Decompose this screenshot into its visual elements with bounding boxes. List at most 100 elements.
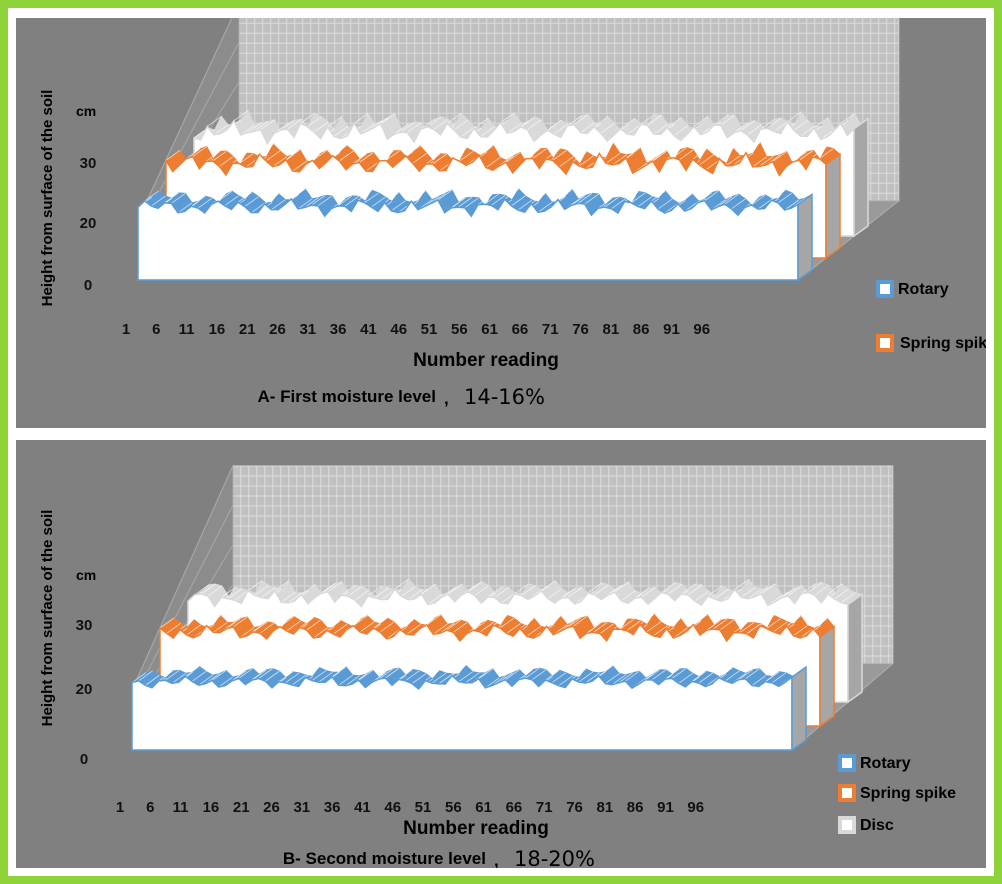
side-grid-line: [137, 18, 233, 221]
ribbon-hatch: [251, 669, 267, 681]
caption-text: A- First moisture level: [257, 387, 436, 406]
ribbon-hatch: [353, 615, 368, 627]
ribbon-hatch: [619, 618, 635, 630]
ribbon-hatch: [526, 625, 541, 637]
ribbon-hatch: [206, 615, 221, 626]
ribbon-hatch: [301, 584, 316, 595]
ribbon-hatch: [812, 146, 827, 158]
ribbon-hatch: [612, 154, 627, 166]
ribbon-hatch: [233, 616, 248, 628]
ribbon-hatch: [384, 192, 399, 203]
ribbon-hatch: [571, 668, 587, 680]
ribbon-hatch: [834, 588, 849, 600]
ribbon-hatch: [197, 197, 213, 209]
ribbon-hatch: [731, 198, 746, 210]
ribbon-hatch: [373, 617, 388, 629]
legend-item: Rotary: [876, 280, 949, 298]
unit-label: cm: [76, 103, 96, 119]
ribbon-hatch: [765, 671, 780, 683]
ribbon-hatch: [407, 122, 422, 133]
ribbon-hatch: [144, 190, 159, 202]
ribbon-hatch: [251, 202, 266, 213]
ribbon-hatch: [741, 586, 756, 598]
ribbon-hatch: [224, 195, 239, 206]
ribbon-hatch: [452, 147, 467, 159]
ribbon-hatch: [747, 588, 763, 600]
legend-swatch: [838, 784, 856, 802]
x-tick-label: 71: [542, 321, 559, 338]
ribbon-hatch: [405, 670, 420, 682]
ribbon-hatch: [291, 674, 307, 686]
ribbon-hatch: [478, 668, 493, 680]
ribbon-hatch: [618, 672, 633, 684]
legend-label: Spring spike: [900, 335, 986, 352]
ribbon-hatch: [604, 196, 619, 208]
ribbon-hatch: [464, 197, 479, 209]
ribbon-hatch: [272, 156, 287, 168]
x-tick-label: 31: [299, 321, 316, 338]
ribbon-hatch: [813, 618, 828, 629]
ribbon-hatch: [217, 190, 233, 202]
ribbon-hatch: [599, 143, 614, 154]
ribbon-hatch: [624, 191, 639, 202]
ribbon-hatch: [584, 193, 599, 205]
ribbon-hatch: [671, 668, 687, 679]
chart-panel-b: Height from surface of the soil cm 0 20 30 1 6…: [16, 440, 986, 868]
ribbon-hatch: [219, 156, 234, 167]
ribbon-hatch: [814, 584, 829, 596]
ribbon-hatch: [718, 667, 733, 678]
ribbon-hatch: [519, 618, 535, 629]
ribbon-hatch: [352, 153, 367, 165]
ribbon-hatch: [287, 592, 303, 604]
ribbon-hatch: [585, 672, 600, 684]
ribbon-hatch: [239, 153, 254, 164]
ribbon-hatch: [518, 669, 533, 681]
ribbon-hatch: [457, 196, 473, 208]
ribbon-hatch: [691, 671, 707, 682]
ribbon-hatch: [191, 195, 206, 207]
ribbon-hatch: [304, 197, 319, 208]
ribbon-hatch: [693, 116, 709, 127]
ribbon-hatch: [244, 196, 259, 207]
ribbon-hatch: [511, 195, 526, 207]
ribbon-hatch: [547, 588, 563, 600]
ribbon-hatch: [311, 670, 327, 681]
legend-swatch: [876, 334, 894, 352]
ribbon-hatch: [165, 149, 181, 161]
ribbon-hatch: [527, 119, 542, 130]
ribbon-hatch: [819, 148, 834, 159]
ribbon-hatch: [677, 193, 693, 205]
ribbon-hatch: [447, 113, 462, 124]
ribbon-hatch: [820, 128, 835, 140]
ribbon-hatch: [407, 589, 423, 601]
ribbon-hatch: [186, 624, 201, 636]
ribbon-hatch: [300, 112, 315, 124]
ribbon-hatch: [185, 666, 200, 677]
ribbon-hatch: [532, 148, 547, 159]
ribbon-hatch: [725, 670, 740, 682]
ribbon-hatch: [425, 153, 441, 165]
ribbon-hatch: [706, 619, 721, 631]
ribbon-hatch: [233, 110, 249, 122]
ribbon-hatch: [813, 117, 829, 129]
legend-label: Spring spike: [860, 785, 956, 802]
x-tick-label: 66: [506, 799, 523, 816]
ribbon-hatch: [374, 587, 389, 599]
ribbon-hatch: [406, 624, 421, 635]
ribbon-hatch: [586, 622, 601, 634]
ribbon-hatch: [713, 114, 729, 126]
side-grid-line: [131, 465, 234, 691]
ribbon-hatch: [772, 151, 787, 162]
x-tick-label: 56: [451, 321, 468, 338]
ribbon-hatch: [800, 125, 815, 137]
ribbon-hatch: [566, 617, 581, 629]
ribbon-hatch: [572, 151, 587, 163]
ribbon-hatch: [151, 195, 166, 207]
series-end-cap: [853, 117, 869, 238]
ribbon-hatch: [327, 116, 342, 128]
x-tick-label: 86: [633, 321, 650, 338]
ribbon-hatch: [745, 668, 760, 680]
ribbon-hatch: [479, 621, 495, 633]
x-axis-title: Number reading: [413, 350, 559, 371]
